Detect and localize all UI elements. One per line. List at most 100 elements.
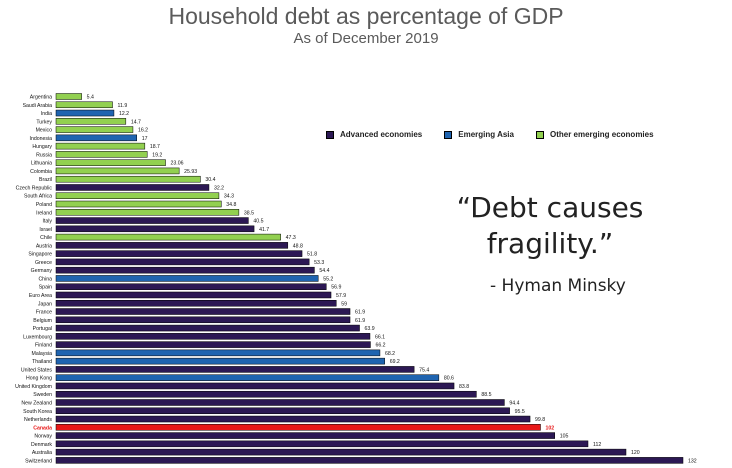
- bar-mexico: [55, 126, 134, 133]
- value-label-united-states: 75.4: [419, 367, 429, 373]
- value-label-spain: 56.9: [331, 285, 341, 291]
- category-label-switzerland: Switzerland: [25, 458, 52, 464]
- quote-line-1: “Debt causes: [456, 191, 644, 224]
- category-label-spain: Spain: [39, 285, 52, 291]
- bar-colombia: [55, 167, 180, 175]
- legend-item-advanced: Advanced economies: [326, 130, 422, 139]
- value-label-malaysia: 68.2: [385, 351, 395, 357]
- category-label-hungary: Hungary: [32, 144, 52, 150]
- bar-denmark: [55, 440, 589, 448]
- bar-malaysia: [55, 349, 381, 357]
- category-label-italy: Italy: [42, 219, 52, 225]
- legend-label-emerging-asia: Emerging Asia: [458, 130, 514, 139]
- bar-singapore: [55, 250, 303, 257]
- category-label-czech-republic: Czech Republic: [16, 185, 53, 191]
- bar-united-states: [55, 366, 415, 373]
- bar-greece: [55, 258, 310, 266]
- value-label-brazil: 30.4: [205, 177, 215, 183]
- legend-swatch-other-emerging: [535, 130, 544, 139]
- value-label-greece: 53.3: [314, 260, 324, 266]
- category-label-malaysia: Malaysia: [32, 351, 53, 357]
- category-label-new-zealand: New Zealand: [21, 400, 52, 406]
- category-label-germany: Germany: [31, 268, 53, 274]
- legend-swatch-advanced: [326, 130, 334, 139]
- bar-new-zealand: [55, 399, 505, 406]
- bar-chile: [55, 233, 281, 241]
- value-label-hong-kong: 80.6: [444, 376, 454, 382]
- category-label-lithuania: Lithuania: [31, 161, 52, 167]
- bar-saudi-arabia: [55, 101, 113, 109]
- value-label-australia: 120: [631, 450, 640, 456]
- bar-russia: [55, 151, 148, 158]
- category-label-united-kingdom: United Kingdom: [15, 384, 52, 390]
- category-label-netherlands: Netherlands: [24, 417, 52, 423]
- value-label-switzerland: 132: [688, 458, 697, 464]
- value-label-norway: 105: [560, 434, 569, 440]
- value-label-sweden: 88.5: [481, 392, 491, 398]
- category-label-poland: Poland: [36, 202, 52, 208]
- category-label-hong-kong: Hong Kong: [26, 376, 52, 382]
- value-label-hungary: 18.7: [150, 144, 160, 150]
- value-label-south-korea: 95.5: [515, 409, 525, 415]
- value-label-netherlands: 99.8: [535, 417, 545, 423]
- category-label-south-africa: South Africa: [24, 194, 52, 200]
- bar-brazil: [55, 175, 201, 183]
- bar-united-kingdom: [55, 382, 455, 390]
- category-label-belgium: Belgium: [33, 318, 52, 324]
- value-label-united-kingdom: 83.8: [459, 384, 469, 390]
- value-label-canada: 102: [546, 425, 555, 431]
- legend-item-other-emerging: Other emerging economies: [535, 130, 654, 139]
- value-label-portugal: 63.9: [365, 326, 375, 332]
- value-label-italy: 40.5: [253, 219, 263, 225]
- bar-indonesia: [55, 134, 137, 142]
- value-label-south-africa: 34.3: [224, 194, 234, 200]
- category-label-canada: Canada: [33, 425, 52, 431]
- bar-poland: [55, 200, 222, 208]
- quote-text: “Debt causes fragility.”: [436, 190, 664, 262]
- bar-china: [55, 275, 319, 282]
- value-label-ireland: 38.5: [244, 210, 254, 216]
- quote-author: - Hyman Minsky: [490, 276, 626, 296]
- bar-luxembourg: [55, 333, 371, 340]
- bar-hong-kong: [55, 374, 440, 381]
- category-label-israel: Israel: [39, 227, 52, 233]
- chart-subtitle: As of December 2019: [293, 30, 439, 47]
- value-label-argentina: 5.4: [87, 95, 94, 101]
- category-label-finland: Finland: [35, 343, 52, 349]
- bar-hungary: [55, 142, 146, 150]
- category-label-russia: Russia: [36, 152, 52, 158]
- category-label-greece: Greece: [35, 260, 52, 266]
- value-label-chile: 47.3: [286, 235, 296, 241]
- category-label-singapore: Singapore: [28, 252, 52, 258]
- category-label-south-korea: South Korea: [23, 409, 52, 415]
- category-label-united-states: United States: [21, 367, 53, 373]
- category-label-japan: Japan: [38, 301, 52, 307]
- category-label-brazil: Brazil: [39, 177, 52, 183]
- value-label-japan: 59: [341, 301, 347, 307]
- category-label-indonesia: Indonesia: [30, 136, 53, 142]
- value-label-thailand: 69.2: [390, 359, 400, 365]
- value-label-singapore: 51.8: [307, 252, 317, 258]
- legend-swatch-emerging-asia: [444, 130, 453, 139]
- bar-canada: [55, 424, 541, 431]
- value-label-poland: 34.8: [226, 202, 236, 208]
- bar-south-africa: [55, 192, 220, 199]
- category-label-saudi-arabia: Saudi Arabia: [23, 103, 53, 109]
- value-label-finland: 66.2: [375, 343, 385, 349]
- bar-australia: [55, 448, 627, 456]
- bar-sweden: [55, 390, 477, 398]
- value-label-colombia: 25.93: [184, 169, 197, 175]
- bar-germany: [55, 266, 315, 274]
- category-label-australia: Australia: [32, 450, 52, 456]
- bar-argentina: [55, 93, 82, 100]
- category-label-argentina: Argentina: [30, 95, 52, 101]
- value-label-denmark: 112: [593, 442, 601, 448]
- bar-norway: [55, 432, 555, 439]
- value-label-turkey: 14.7: [131, 119, 141, 125]
- category-label-china: China: [38, 276, 52, 282]
- bar-portugal: [55, 324, 360, 332]
- bar-czech-republic: [55, 184, 210, 191]
- legend-label-other-emerging: Other emerging economies: [549, 130, 654, 139]
- category-label-austria: Austria: [36, 243, 52, 249]
